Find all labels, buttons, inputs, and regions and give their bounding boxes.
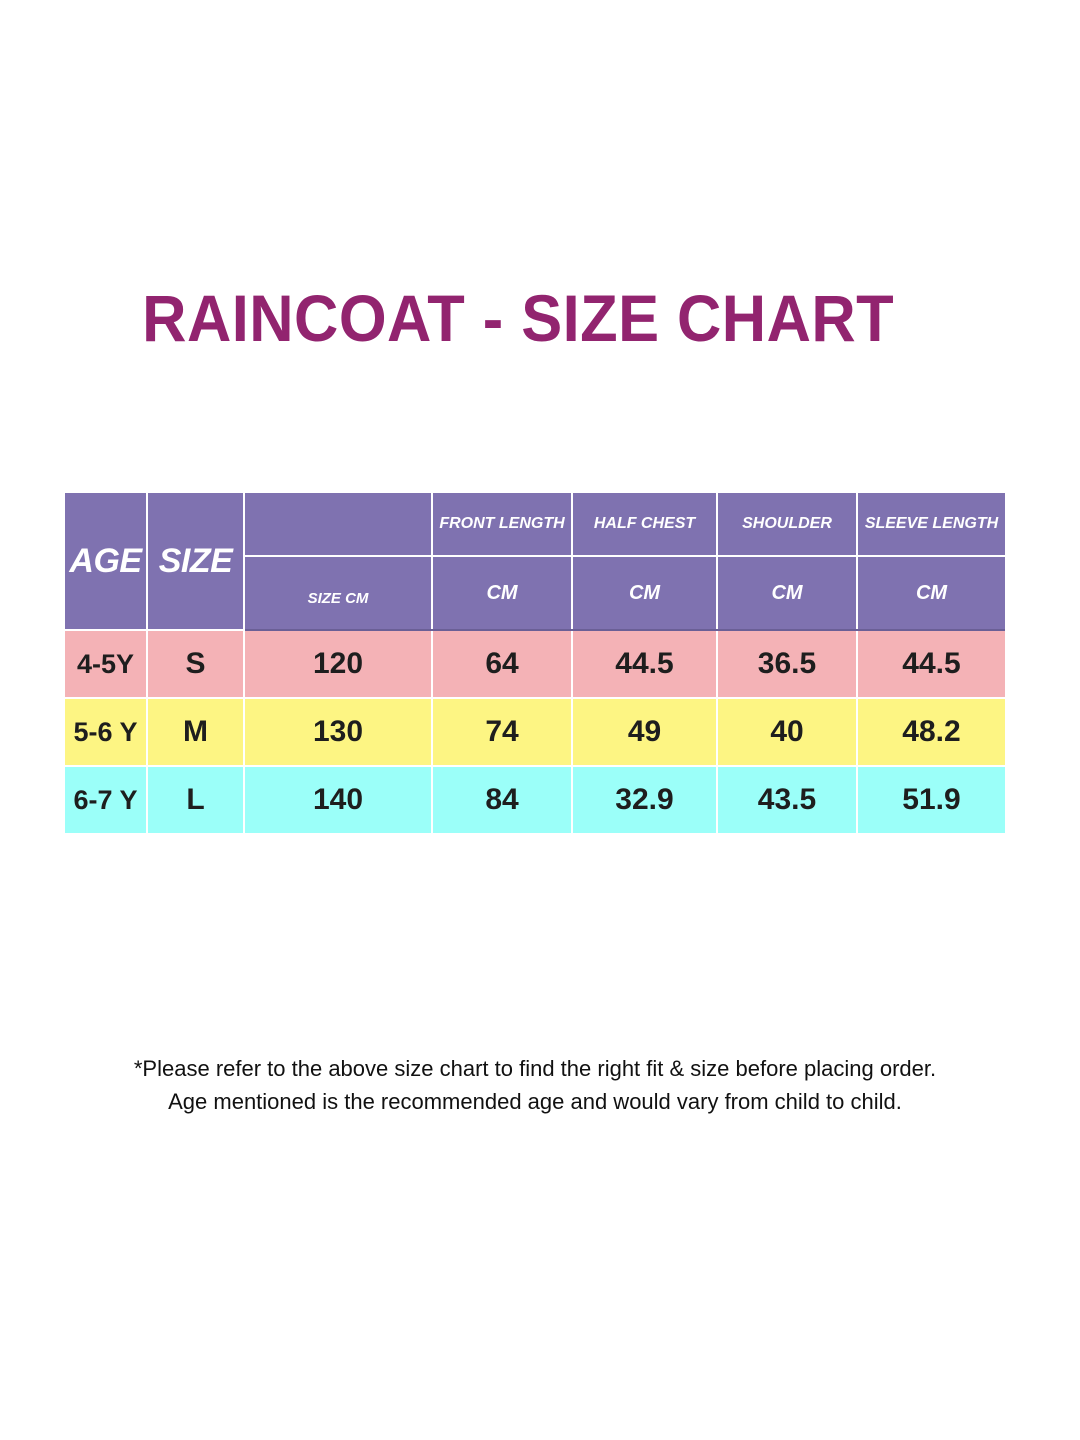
size-cell: L — [147, 766, 245, 835]
size-cm-cell: 140 — [244, 766, 433, 835]
sleeve-length-cell: 44.5 — [857, 630, 1005, 699]
header-blank — [244, 493, 433, 557]
header-shoulder: SHOULDER — [717, 493, 858, 557]
unit-shoulder: CM — [717, 556, 858, 631]
age-cell: 6-7 Y — [65, 766, 148, 835]
size-cell: M — [147, 698, 245, 767]
size-cell: S — [147, 630, 245, 699]
age-cell: 5-6 Y — [65, 698, 148, 767]
half-chest-cell: 49 — [572, 698, 718, 767]
front-length-cell: 84 — [432, 766, 573, 835]
sleeve-length-cell: 51.9 — [857, 766, 1005, 835]
unit-half-chest: CM — [572, 556, 718, 631]
header-size-cm: SIZE CM — [244, 556, 433, 631]
header-half-chest: HALF CHEST — [572, 493, 718, 557]
note-line-1: *Please refer to the above size chart to… — [133, 1056, 937, 1081]
front-length-cell: 74 — [432, 698, 573, 767]
note-line-2: Age mentioned is the recommended age and… — [168, 1089, 902, 1114]
page-title: RAINCOAT - SIZE CHART — [142, 281, 895, 355]
shoulder-cell: 40 — [717, 698, 858, 767]
header-sleeve-length: SLEEVE LENGTH — [857, 493, 1005, 557]
header-row: AGE SIZE FRONT LENGTH HALF CHEST SHOULDE… — [65, 493, 1005, 631]
table-row: 6-7 Y L 140 84 32.9 43.5 51.9 — [65, 766, 1005, 835]
unit-row: SIZE CM CM CM CM CM — [65, 556, 1005, 631]
header-front-length: FRONT LENGTH — [432, 493, 573, 557]
table-row: 5-6 Y M 130 74 49 40 48.2 — [65, 698, 1005, 767]
half-chest-cell: 32.9 — [572, 766, 718, 835]
header-size: SIZE — [147, 493, 245, 631]
front-length-cell: 64 — [432, 630, 573, 699]
size-cm-cell: 120 — [244, 630, 433, 699]
unit-front-length: CM — [432, 556, 573, 631]
size-cm-cell: 130 — [244, 698, 433, 767]
unit-sleeve-length: CM — [857, 556, 1005, 631]
sleeve-length-cell: 48.2 — [857, 698, 1005, 767]
half-chest-cell: 44.5 — [572, 630, 718, 699]
table-row: 4-5Y S 120 64 44.5 36.5 44.5 — [65, 630, 1005, 699]
size-notes: *Please refer to the above size chart to… — [0, 1052, 1070, 1118]
size-chart-table: AGE SIZE FRONT LENGTH HALF CHEST SHOULDE… — [65, 493, 1005, 835]
shoulder-cell: 43.5 — [717, 766, 858, 835]
age-cell: 4-5Y — [65, 630, 148, 699]
shoulder-cell: 36.5 — [717, 630, 858, 699]
header-age: AGE — [65, 493, 148, 631]
